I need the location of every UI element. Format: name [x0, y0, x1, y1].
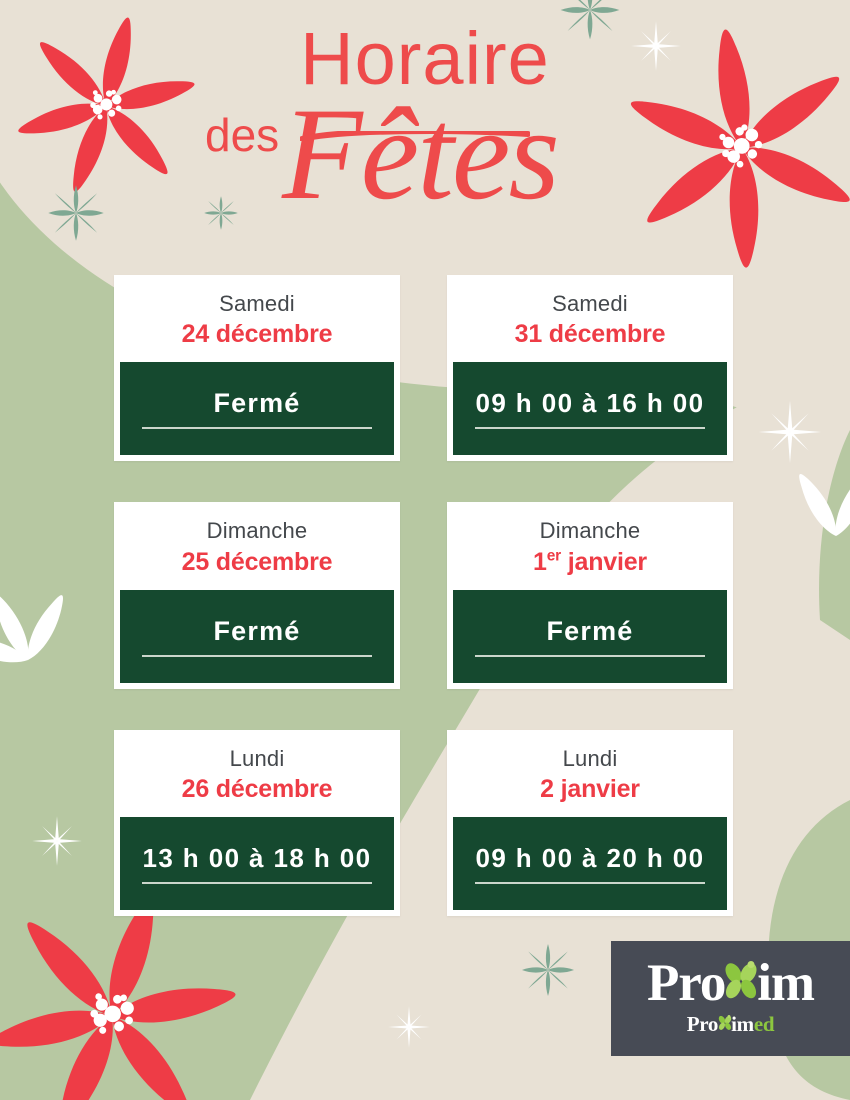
- proxim-logo[interactable]: Pro im Pro imed: [611, 941, 850, 1056]
- card-hours-value: Fermé: [546, 615, 634, 646]
- card-hours-value: Fermé: [213, 615, 301, 646]
- schedule-card: Lundi 26 décembre 13 h 00 à 18 h 00: [114, 729, 400, 916]
- card-day-label: Dimanche: [206, 518, 308, 544]
- card-date-label: 2 janvier: [540, 774, 640, 803]
- card-date-number: 1: [533, 547, 547, 576]
- logo-sub-name: Pro imed: [611, 1014, 850, 1035]
- logo-brand-post: im: [757, 954, 815, 1012]
- card-underline-rule: [142, 427, 372, 430]
- card-hours-value: Fermé: [213, 388, 301, 419]
- logo-brand-name: Pro im: [611, 957, 850, 1010]
- card-underline-rule: [142, 654, 372, 657]
- card-day-label: Lundi: [562, 745, 618, 771]
- card-underline-rule: [475, 427, 705, 430]
- card-hours-value: 09 h 00 à 20 h 00: [475, 842, 705, 873]
- logo-sub-mid: im: [731, 1012, 754, 1036]
- card-header: Lundi 2 janvier: [447, 730, 733, 817]
- card-hours-panel: 09 h 00 à 20 h 00: [453, 816, 727, 910]
- card-underline-rule: [142, 881, 372, 884]
- card-day-label: Dimanche: [539, 518, 641, 544]
- card-hours-value: 13 h 00 à 18 h 00: [142, 842, 372, 873]
- card-hours-panel: Fermé: [120, 589, 394, 683]
- card-date-label: 31 décembre: [514, 320, 666, 349]
- card-date-month: janvier: [561, 547, 647, 576]
- schedule-card: Samedi 24 décembre Fermé: [114, 275, 400, 462]
- card-date-label: 25 décembre: [181, 547, 333, 576]
- butterfly-x-icon: [725, 960, 757, 1000]
- card-date-label: 24 décembre: [181, 320, 333, 349]
- card-header: Dimanche 1er janvier: [447, 502, 733, 589]
- schedule-card: Dimanche 25 décembre Fermé: [114, 502, 400, 689]
- card-header: Dimanche 25 décembre: [114, 502, 400, 589]
- card-date-label: 26 décembre: [181, 774, 333, 803]
- card-hours-panel: Fermé: [120, 362, 394, 456]
- card-hours-panel: 09 h 00 à 16 h 00: [453, 362, 727, 456]
- card-hours-panel: Fermé: [453, 589, 727, 683]
- logo-sub-pre: Pro: [686, 1012, 719, 1036]
- schedule-card-grid: Samedi 24 décembre Fermé Samedi 31 décem…: [114, 275, 733, 916]
- logo-sub-end: ed: [753, 1012, 775, 1036]
- card-hours-panel: 13 h 00 à 18 h 00: [120, 816, 394, 910]
- card-header: Lundi 26 décembre: [114, 730, 400, 817]
- card-hours-value: 09 h 00 à 16 h 00: [475, 388, 705, 419]
- card-date-ordinal: er: [546, 547, 562, 565]
- card-header: Samedi 24 décembre: [114, 275, 400, 362]
- card-header: Samedi 31 décembre: [447, 275, 733, 362]
- schedule-card: Samedi 31 décembre 09 h 00 à 16 h 00: [447, 275, 733, 462]
- schedule-card: Lundi 2 janvier 09 h 00 à 20 h 00: [447, 729, 733, 916]
- butterfly-x-icon: [718, 1015, 731, 1031]
- schedule-card: Dimanche 1er janvier Fermé: [447, 502, 733, 689]
- card-day-label: Samedi: [219, 291, 295, 316]
- card-date-label: 1er janvier: [457, 547, 723, 577]
- logo-brand-pre: Pro: [646, 954, 726, 1012]
- card-underline-rule: [475, 654, 705, 657]
- card-underline-rule: [475, 881, 705, 884]
- card-day-label: Lundi: [229, 745, 285, 771]
- card-day-label: Samedi: [552, 291, 628, 316]
